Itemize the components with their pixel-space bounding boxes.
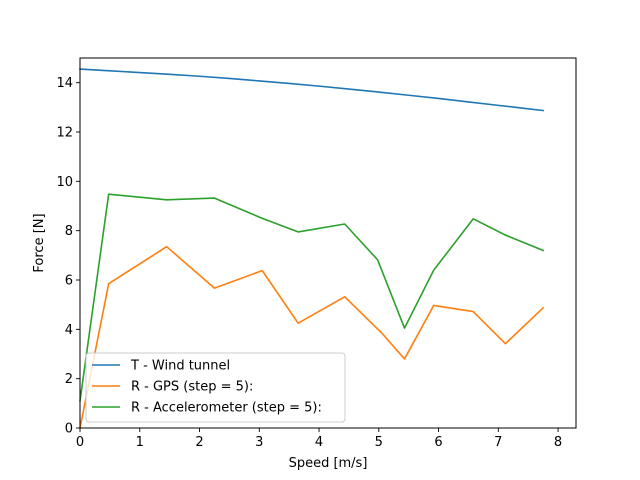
x-tick-label: 1 bbox=[136, 435, 144, 450]
legend-label-2: R - Accelerometer (step = 5): bbox=[131, 401, 322, 416]
y-tick-label: 14 bbox=[56, 76, 73, 91]
x-tick-label: 7 bbox=[494, 435, 502, 450]
y-tick-label: 6 bbox=[65, 274, 73, 289]
x-tick-label: 8 bbox=[554, 435, 562, 450]
x-tick-label: 5 bbox=[375, 435, 383, 450]
legend-frame bbox=[85, 352, 346, 423]
y-tick-label: 0 bbox=[65, 422, 73, 437]
y-axis: 0 2 4 6 8 10 12 14 bbox=[56, 76, 80, 437]
plot-frame bbox=[79, 57, 577, 429]
y-tick-label: 2 bbox=[65, 372, 73, 387]
x-axis: 0 1 2 3 4 5 6 7 8 bbox=[76, 428, 562, 450]
x-tick-label: 6 bbox=[434, 435, 442, 450]
series-line-1 bbox=[79, 245, 545, 429]
x-tick-label: 4 bbox=[315, 435, 323, 450]
series-layer bbox=[79, 68, 545, 429]
legend-label-0: T - Wind tunnel bbox=[130, 359, 230, 374]
y-tick-label: 12 bbox=[56, 126, 73, 141]
x-tick-label: 2 bbox=[195, 435, 203, 450]
y-tick-label: 10 bbox=[56, 175, 73, 190]
x-tick-label: 0 bbox=[76, 435, 84, 450]
legend: T - Wind tunnel R - GPS (step = 5): R - Ac… bbox=[85, 352, 346, 423]
legend-label-1: R - GPS (step = 5): bbox=[131, 380, 253, 395]
series-line-0 bbox=[79, 68, 545, 112]
x-tick-label: 3 bbox=[255, 435, 263, 450]
x-axis-label: Speed [m/s] bbox=[289, 456, 368, 471]
series-line-2 bbox=[79, 193, 545, 402]
y-tick-label: 4 bbox=[65, 323, 73, 338]
y-tick-label: 8 bbox=[65, 224, 73, 239]
y-axis-label: Force [N] bbox=[32, 213, 47, 272]
